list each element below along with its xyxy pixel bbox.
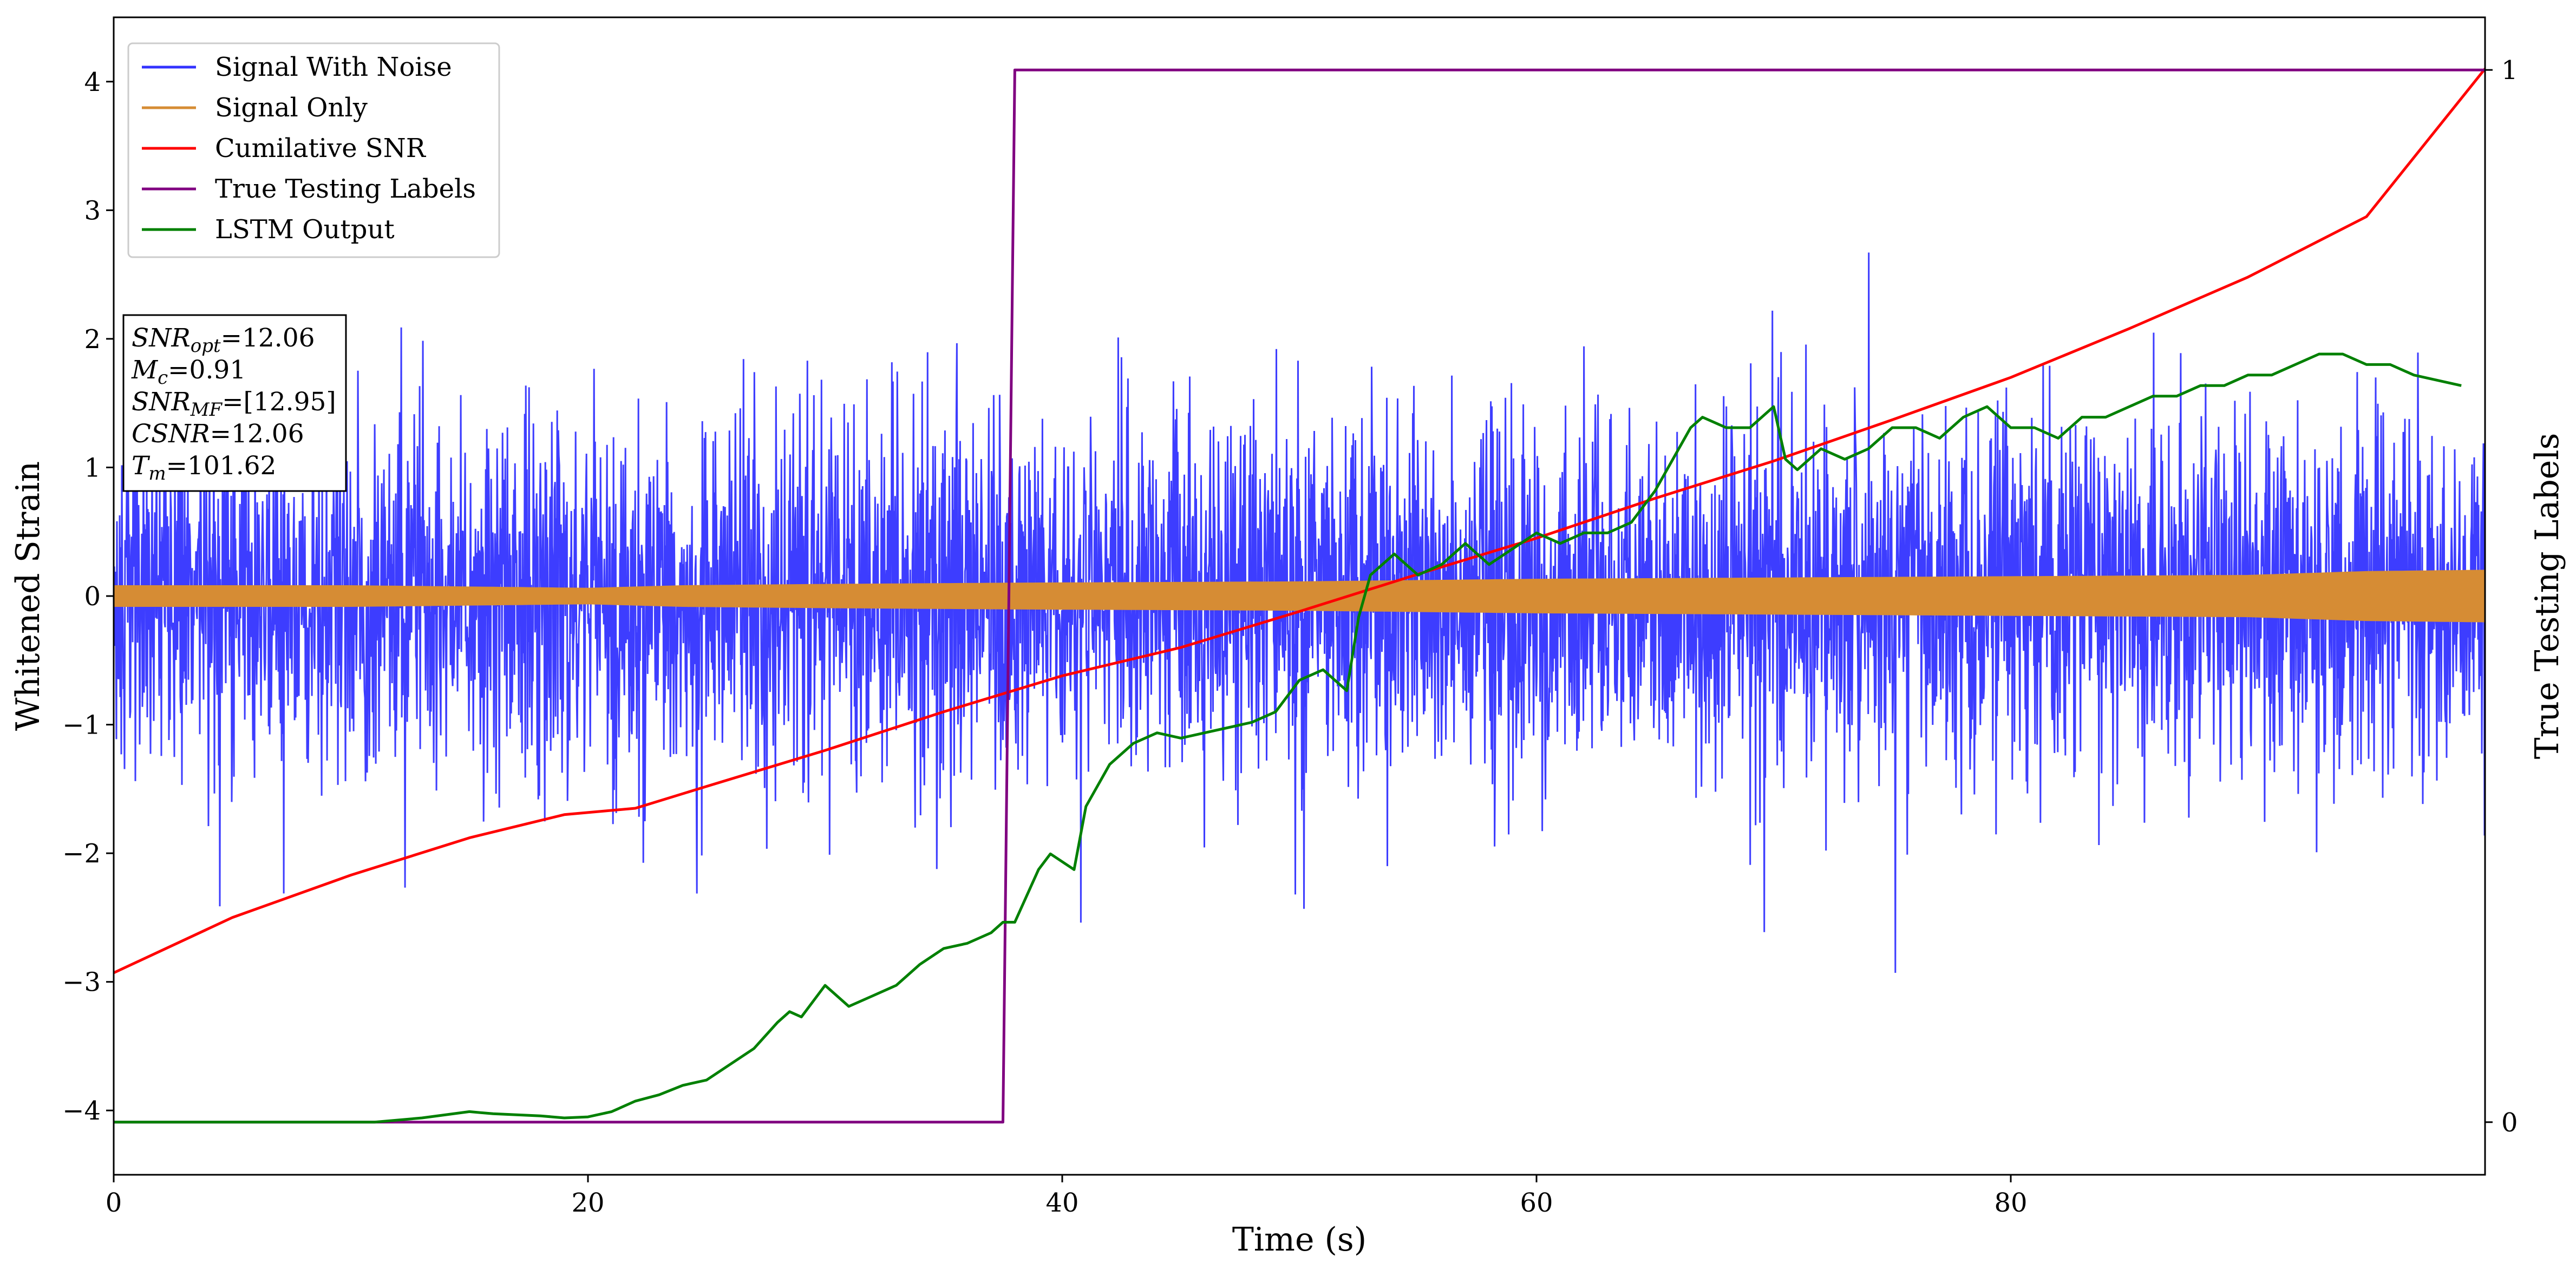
annotation-line: CSNR=12.06	[132, 419, 304, 449]
y-axis-label: Whitened Strain	[9, 461, 47, 731]
annotation-line: Tm=101.62	[132, 451, 276, 485]
y2-tick-label: 0	[2501, 1108, 2518, 1138]
y-tick-label: −4	[62, 1096, 101, 1126]
x-tick-label: 0	[106, 1188, 122, 1218]
annotation-box: SNRopt=12.06Mc=0.91SNRMF=[12.95]CSNR=12.…	[122, 314, 347, 492]
legend: Signal With Noise Signal Only Cumilative S…	[127, 42, 500, 258]
y-tick-label: 0	[84, 581, 101, 612]
y-tick-label: −1	[62, 710, 101, 741]
legend-label: Signal With Noise	[215, 52, 452, 82]
x-axis-label: Time (s)	[1232, 1221, 1367, 1259]
x-tick-label: 60	[1520, 1188, 1553, 1218]
true-testing-labels-line	[114, 68, 2485, 1124]
y-tick-label: 1	[84, 453, 101, 483]
annotation-frame	[122, 314, 347, 492]
y-tick-label: 2	[84, 324, 101, 355]
annotation-line: Mc=0.91	[131, 355, 246, 389]
y2-axis-label: True Testing Labels	[2528, 433, 2566, 760]
plot-area	[114, 68, 2485, 1124]
legend-frame	[127, 42, 500, 258]
lstm-output-line	[114, 352, 2462, 1124]
x-tick-label: 40	[1045, 1188, 1078, 1218]
x-tick-label: 80	[1994, 1188, 2027, 1218]
y-tick-label: 4	[84, 67, 101, 97]
legend-label: LSTM Output	[215, 214, 395, 245]
y-tick-label: −2	[62, 839, 101, 869]
noise-series-line	[114, 252, 2485, 973]
annotation-line: SNRMF=[12.95]	[132, 387, 336, 421]
signal-only-envelope	[114, 570, 2485, 623]
legend-label: Signal Only	[215, 93, 368, 123]
legend-label: Cumilative SNR	[215, 133, 427, 163]
y-tick-label: 3	[84, 195, 101, 226]
y2-tick-label: 1	[2501, 55, 2518, 86]
cumulative-snr-line	[114, 68, 2485, 974]
y-tick-label: −3	[62, 967, 101, 998]
x-tick-label: 20	[571, 1188, 604, 1218]
annotation-line: SNRopt=12.06	[132, 323, 315, 357]
legend-label: True Testing Labels	[215, 174, 476, 204]
